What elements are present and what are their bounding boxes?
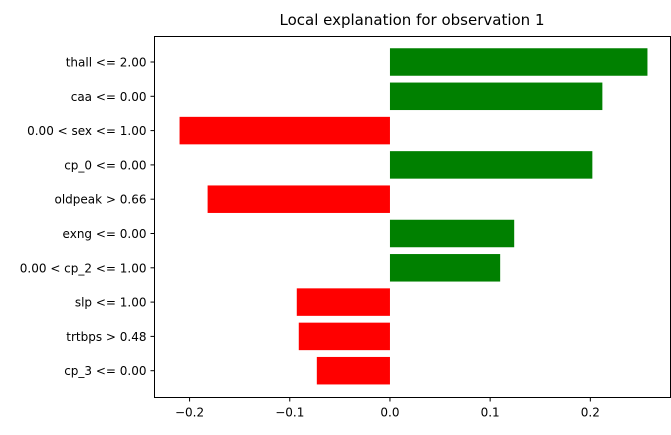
y-tick-label: cp_0 <= 0.00	[64, 158, 146, 172]
bar-7	[389, 254, 501, 282]
x-tick-label: 0.2	[581, 406, 600, 420]
y-tick-label: trtbps > 0.48	[66, 330, 146, 344]
bar-5	[207, 185, 390, 213]
y-tick-label: 0.00 < sex <= 1.00	[27, 124, 146, 138]
bar-3	[179, 116, 390, 145]
x-tick-label: −0.2	[175, 406, 204, 420]
y-tick-label: slp <= 1.00	[75, 296, 147, 310]
bar-6	[389, 219, 515, 248]
bar-1	[389, 48, 648, 76]
y-tick-label: thall <= 2.00	[66, 56, 147, 70]
y-tick-label: 0.00 < cp_2 <= 1.00	[20, 261, 147, 275]
x-tick-label: 0.1	[481, 406, 500, 420]
bar-8	[296, 288, 390, 316]
y-axis-ticks: thall <= 2.00 caa <= 0.00 0.00 < sex <= 1.…	[20, 56, 155, 378]
x-tick-label: 0.0	[380, 406, 399, 420]
bar-2	[389, 82, 603, 111]
bar-4	[389, 151, 593, 179]
bar-10	[316, 356, 390, 385]
x-tick-label: −0.1	[275, 406, 304, 420]
y-tick-label: exng <= 0.00	[63, 227, 147, 241]
bar-9	[298, 322, 390, 351]
x-axis-ticks: −0.2 −0.1 0.0 0.1 0.2	[175, 397, 600, 420]
y-tick-label: oldpeak > 0.66	[55, 193, 147, 207]
y-tick-label: caa <= 0.00	[71, 90, 147, 104]
bars-group	[179, 48, 648, 385]
y-tick-label: cp_3 <= 0.00	[64, 364, 146, 378]
chart-title: Local explanation for observation 1	[280, 11, 545, 29]
